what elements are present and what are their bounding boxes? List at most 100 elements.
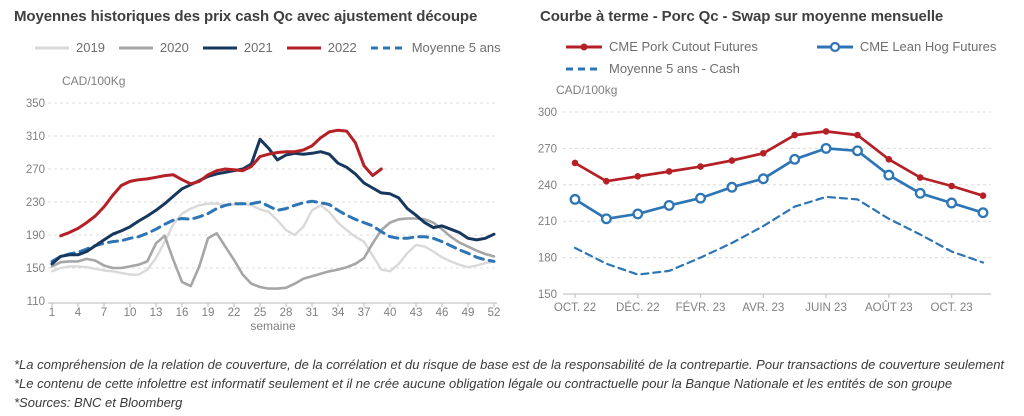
x-tick-label: 19 — [202, 307, 215, 319]
left-chart-unit-label: CAD/100Kg — [62, 74, 126, 88]
x-tick-label: DÉC. 22 — [616, 301, 659, 314]
x-tick-label: AVR. 23 — [742, 302, 784, 314]
left-chart-plot: 110 150 190 230 270 310 350 1 4 7 10 13 16 19 22 25 28 31… — [26, 98, 501, 319]
data-point-marker — [820, 142, 832, 154]
y-tick-label: 310 — [26, 131, 45, 143]
y-tick-label: 150 — [26, 263, 45, 275]
data-point-marker — [571, 159, 579, 167]
data-point-marker — [979, 192, 987, 200]
footer-line-3: *Sources: BNC et Bloomberg — [14, 395, 183, 410]
x-tick-label: 13 — [150, 307, 163, 319]
legend-item-2021: 2021 — [202, 40, 273, 55]
data-point-marker — [946, 197, 958, 209]
x-tick-label: 31 — [306, 307, 319, 319]
footer-disclaimer: *La compréhension de la relation de couv… — [14, 355, 1004, 412]
legend-item-lean-hog: CME Lean Hog Futures — [816, 39, 997, 54]
legend-swatch-moyenne-cash — [566, 67, 602, 70]
y-tick-label: 230 — [26, 197, 45, 209]
data-point-marker — [634, 173, 642, 180]
x-tick-label: 34 — [332, 307, 345, 319]
legend-item-moyenne-cash: Moyenne 5 ans - Cash — [565, 61, 740, 76]
x-tick-label: JUIN 23 — [805, 302, 847, 314]
right-chart-legend-row-1: CME Pork Cutout Futures CME Lean Hog Fut… — [565, 39, 996, 54]
series-line — [50, 199, 496, 263]
data-point-marker — [791, 131, 798, 139]
legend-item-pork-cutout: CME Pork Cutout Futures — [565, 39, 758, 54]
x-tick-label: 40 — [384, 307, 397, 319]
series-line — [59, 128, 383, 238]
y-tick-label: 150 — [538, 289, 557, 301]
data-point-marker — [916, 174, 924, 181]
legend-marker — [580, 43, 588, 50]
legend-label-2021: 2021 — [243, 40, 273, 55]
x-tick-label: 16 — [176, 307, 189, 319]
legend-swatch-2020 — [118, 46, 153, 49]
x-tick-label: 22 — [228, 307, 241, 319]
legend-label-2019: 2019 — [76, 40, 105, 55]
left-chart-legend: 2019 2020 2021 2022 Moyenne 5 ans — [34, 40, 501, 55]
data-point-marker — [977, 207, 989, 219]
series-line — [573, 195, 985, 276]
series-line — [50, 217, 496, 290]
x-tick-label: 10 — [124, 307, 137, 319]
x-tick-label: OCT. 22 — [554, 302, 596, 314]
x-tick-label: 43 — [410, 307, 423, 319]
legend-item-2019: 2019 — [34, 40, 105, 55]
legend-swatch-lean-hog — [816, 41, 853, 52]
data-point-marker — [885, 156, 893, 163]
series-line — [573, 147, 985, 221]
legend-label-2020: 2020 — [159, 40, 189, 55]
data-point-marker — [665, 168, 673, 175]
right-chart-title: Courbe à terme - Porc Qc - Swap sur moye… — [540, 8, 944, 25]
series-line — [50, 202, 496, 276]
x-tick-label: 37 — [358, 307, 371, 319]
legend-item-2022: 2022 — [286, 40, 357, 55]
charts-canvas: 110 150 190 230 270 310 350 1 4 7 10 13 16 19 22 25 28 31… — [26, 98, 991, 319]
legend-swatch-moyenne-5-ans — [370, 46, 405, 49]
legend-swatch-pork-cutout — [566, 43, 602, 50]
x-tick-label: FÉVR. 23 — [676, 301, 726, 314]
y-tick-label: 240 — [538, 180, 557, 192]
x-tick-label: 28 — [280, 307, 293, 319]
y-tick-label: 210 — [538, 216, 557, 228]
data-point-marker — [600, 213, 612, 225]
data-point-marker — [726, 181, 738, 193]
x-tick-label: 52 — [488, 307, 501, 319]
data-point-marker — [852, 145, 863, 157]
legend-marker — [829, 41, 840, 52]
data-point-marker — [632, 208, 644, 220]
data-point-marker — [603, 177, 610, 185]
legend-label-moyenne-cash: Moyenne 5 ans - Cash — [609, 61, 740, 76]
data-point-marker — [854, 131, 861, 139]
y-tick-label: 190 — [26, 230, 45, 242]
legend-label-moyenne-5-ans: Moyenne 5 ans — [411, 40, 501, 55]
y-tick-label: 110 — [27, 296, 45, 308]
data-point-marker — [914, 187, 926, 199]
x-tick-label: 25 — [254, 307, 267, 319]
x-tick-label: 46 — [436, 307, 449, 319]
legend-swatch-2022 — [286, 46, 321, 49]
footer-line-2: *Le contenu de cette infolettre est info… — [14, 376, 953, 391]
data-point-marker — [569, 193, 581, 205]
data-point-marker — [663, 199, 675, 211]
x-tick-label: 4 — [75, 307, 82, 319]
legend-label-lean-hog: CME Lean Hog Futures — [859, 39, 997, 54]
y-tick-label: 270 — [538, 143, 557, 155]
y-tick-label: 350 — [26, 98, 45, 110]
data-point-marker — [948, 182, 955, 190]
legend-item-2020: 2020 — [118, 40, 189, 55]
right-chart-plot: 150 180 210 240 270 300 OCT. 22 DÉC. 22 FÉVR. 23… — [538, 107, 991, 314]
data-point-marker — [728, 157, 736, 164]
data-point-marker — [697, 163, 704, 170]
legend-label-pork-cutout: CME Pork Cutout Futures — [609, 39, 758, 54]
x-tick-label: 1 — [49, 307, 55, 319]
series-line — [573, 130, 985, 198]
y-tick-label: 180 — [538, 253, 557, 265]
data-point-marker — [757, 173, 769, 185]
data-point-marker — [822, 128, 830, 135]
x-tick-label: 7 — [101, 307, 107, 319]
data-point-marker — [760, 149, 767, 157]
left-chart-title: Moyennes historiques des prix cash Qc av… — [14, 8, 478, 25]
data-point-marker — [789, 153, 801, 165]
